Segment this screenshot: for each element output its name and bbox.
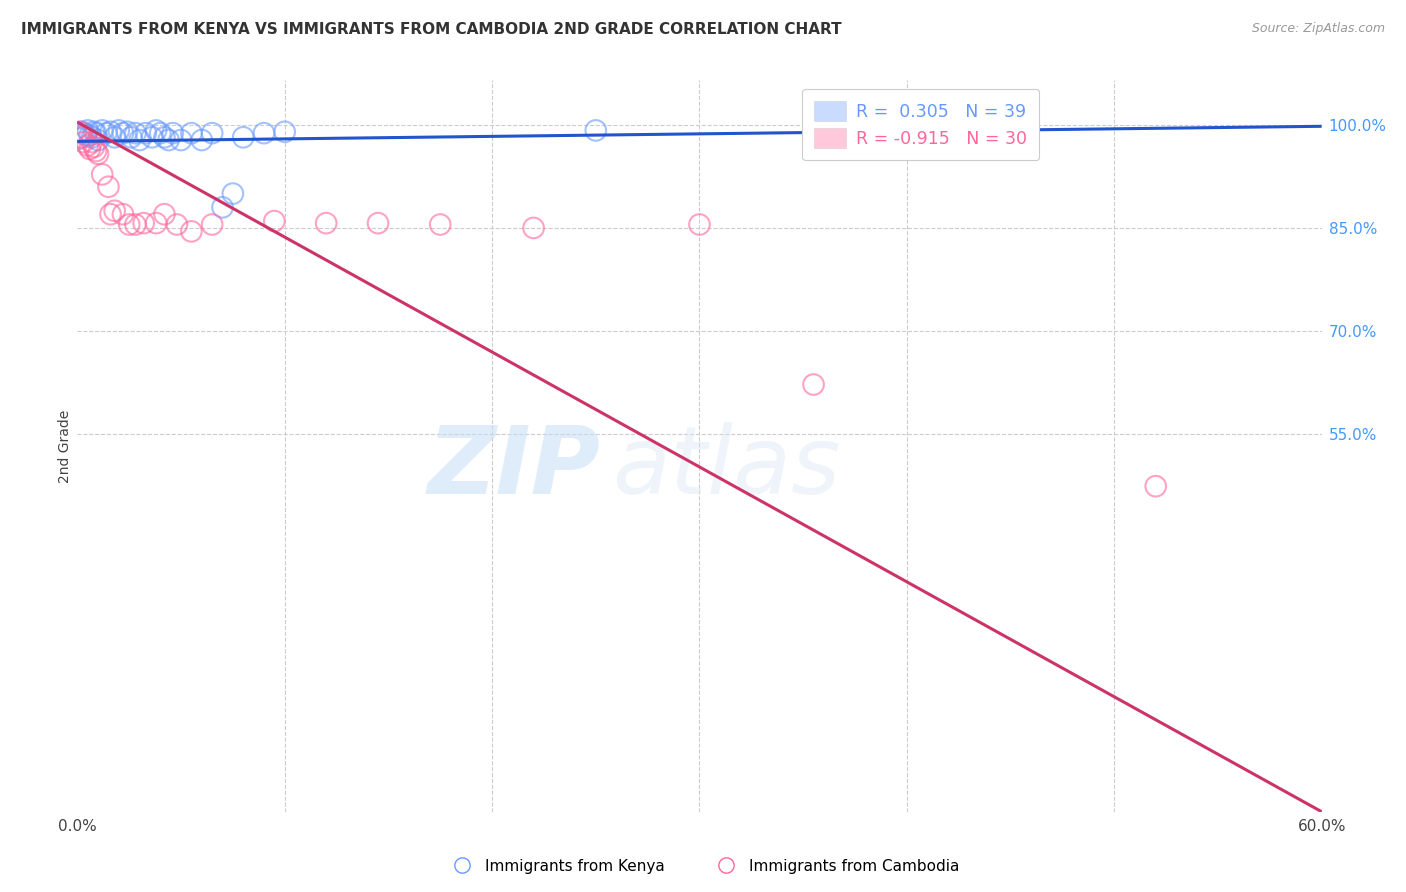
Point	[118, 218, 141, 232]
Point	[120, 130, 142, 145]
Point	[145, 216, 167, 230]
Point	[201, 218, 224, 232]
Point	[153, 130, 176, 145]
Point	[232, 130, 254, 145]
Point	[157, 133, 180, 147]
Point	[115, 125, 138, 139]
Point	[180, 126, 202, 140]
Point	[111, 207, 134, 221]
Point	[315, 216, 337, 230]
Point	[523, 221, 546, 235]
Point	[79, 142, 101, 156]
Point	[79, 128, 101, 143]
Point	[211, 200, 233, 214]
Point	[76, 138, 98, 153]
Point	[100, 125, 122, 139]
Point	[97, 179, 120, 194]
Point	[75, 128, 97, 143]
Point	[149, 126, 172, 140]
Point	[180, 224, 202, 238]
Point	[803, 377, 825, 392]
Point	[87, 146, 110, 161]
Point	[104, 203, 127, 218]
Point	[253, 126, 276, 140]
Point	[128, 133, 150, 147]
Point	[145, 123, 167, 137]
Text: atlas: atlas	[613, 423, 841, 514]
Point	[96, 126, 118, 140]
Point	[124, 126, 146, 140]
Point	[141, 130, 163, 145]
Point	[84, 144, 107, 158]
Legend: R =  0.305   N = 39, R = -0.915   N = 30: R = 0.305 N = 39, R = -0.915 N = 30	[803, 89, 1039, 161]
Point	[274, 125, 297, 139]
Point	[222, 186, 245, 201]
Point	[83, 125, 105, 139]
Point	[108, 123, 131, 137]
Point	[367, 216, 389, 230]
Point	[84, 126, 107, 140]
Point	[124, 218, 146, 232]
Point	[191, 133, 214, 147]
Point	[263, 214, 285, 228]
Point	[83, 140, 105, 154]
Point	[80, 135, 103, 149]
Point	[429, 218, 451, 232]
Point	[72, 126, 94, 140]
Point	[170, 133, 193, 147]
Point	[76, 123, 98, 137]
Point	[689, 218, 711, 232]
Point	[135, 126, 157, 140]
Point	[80, 130, 103, 145]
Point	[70, 125, 93, 139]
Point	[104, 130, 127, 145]
Legend: Immigrants from Kenya, Immigrants from Cambodia: Immigrants from Kenya, Immigrants from C…	[440, 853, 966, 880]
Point	[72, 135, 94, 149]
Point	[1144, 479, 1167, 493]
Point	[585, 123, 607, 137]
Point	[67, 125, 90, 139]
Point	[132, 216, 155, 230]
Point	[91, 167, 114, 181]
Point	[70, 130, 93, 145]
Point	[162, 126, 184, 140]
Point	[67, 131, 90, 145]
Point	[166, 218, 188, 232]
Point	[111, 126, 134, 140]
Text: IMMIGRANTS FROM KENYA VS IMMIGRANTS FROM CAMBODIA 2ND GRADE CORRELATION CHART: IMMIGRANTS FROM KENYA VS IMMIGRANTS FROM…	[21, 22, 842, 37]
Point	[100, 207, 122, 221]
Point	[938, 120, 960, 135]
Point	[153, 207, 176, 221]
Point	[91, 123, 114, 137]
Point	[201, 126, 224, 140]
Y-axis label: 2nd Grade: 2nd Grade	[58, 409, 72, 483]
Point	[855, 123, 877, 137]
Point	[87, 133, 110, 147]
Text: ZIP: ZIP	[427, 422, 600, 514]
Text: Source: ZipAtlas.com: Source: ZipAtlas.com	[1251, 22, 1385, 36]
